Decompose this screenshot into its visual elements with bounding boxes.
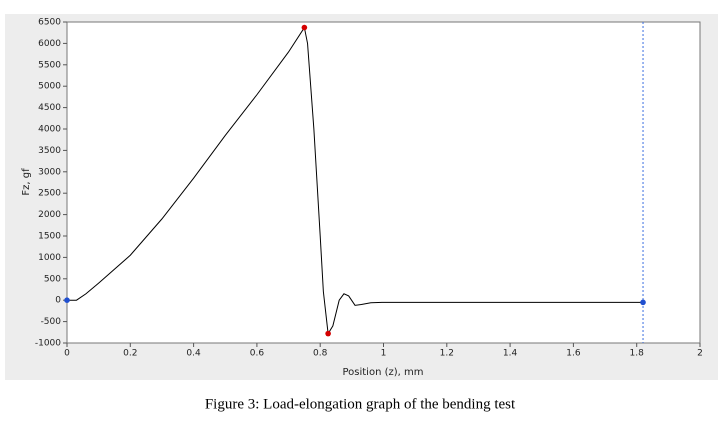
y-tick-label: 500 xyxy=(44,274,61,284)
marker xyxy=(325,330,331,337)
y-tick-label: 3000 xyxy=(38,167,61,177)
y-tick-label: 2500 xyxy=(38,189,61,199)
marker xyxy=(640,299,646,306)
x-axis-label: Position (z), mm xyxy=(342,367,423,378)
y-tick-label: 4000 xyxy=(38,125,61,135)
x-tick-label: 0.4 xyxy=(186,349,201,359)
x-tick-label: 1.8 xyxy=(630,349,645,359)
marker xyxy=(301,24,308,31)
x-tick-label: 1.6 xyxy=(566,349,581,359)
y-tick-label: 1000 xyxy=(38,253,61,263)
y-tick-label: 3500 xyxy=(38,146,61,156)
y-axis-label: Fz, gf xyxy=(21,168,32,196)
y-tick-label: 5500 xyxy=(38,60,61,70)
x-tick-label: 1.2 xyxy=(440,349,454,359)
data-line xyxy=(67,26,644,336)
figure-caption: Figure 3: Load-elongation graph of the b… xyxy=(205,396,516,412)
y-tick-label: 6000 xyxy=(38,39,61,49)
y-tick-label: 0 xyxy=(55,296,61,306)
marker xyxy=(64,297,70,304)
x-tick-label: 0.2 xyxy=(123,349,137,359)
y-tick-label: -500 xyxy=(41,317,62,327)
x-tick-label: 2 xyxy=(697,349,703,359)
y-tick-label: -1000 xyxy=(35,339,61,349)
y-tick-label: 2000 xyxy=(38,210,61,220)
y-tick-label: 6500 xyxy=(38,18,61,28)
x-tick-label: 0.6 xyxy=(250,349,265,359)
x-tick-label: 0.8 xyxy=(313,349,328,359)
x-tick-label: 0 xyxy=(64,349,70,359)
y-tick-label: 1500 xyxy=(38,232,61,242)
y-tick-label: 5000 xyxy=(38,82,61,92)
x-tick-label: 1 xyxy=(381,349,387,359)
y-tick-label: 4500 xyxy=(38,103,61,113)
plot-area xyxy=(66,21,701,344)
x-tick-label: 1.4 xyxy=(503,349,518,359)
